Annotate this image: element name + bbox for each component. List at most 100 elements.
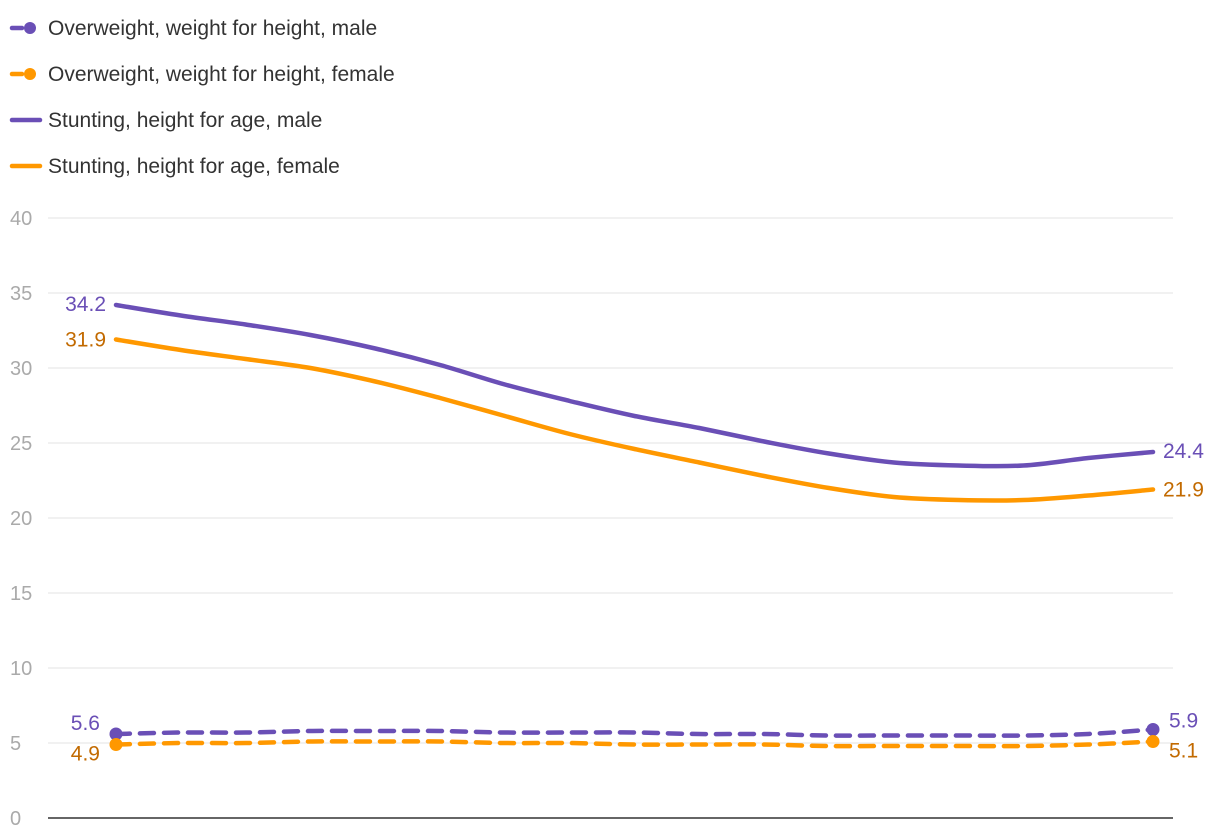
series-line-4 (113, 337, 1156, 503)
legend-item[interactable]: Overweight, weight for height, male (9, 17, 377, 40)
data-point (1085, 493, 1091, 499)
data-point (696, 742, 702, 748)
data-point (956, 497, 962, 503)
data-point (826, 733, 832, 739)
data-point (696, 425, 702, 431)
data-point (891, 494, 897, 500)
y-tick-label: 35 (10, 283, 32, 305)
data-point (1085, 455, 1091, 461)
y-tick-label: 25 (10, 433, 32, 455)
y-tick-label: 40 (10, 208, 32, 230)
data-point (178, 730, 184, 736)
data-point (761, 742, 767, 748)
data-point (307, 365, 313, 371)
data-point (567, 730, 573, 736)
data-point (1020, 497, 1026, 503)
data-point (567, 431, 573, 437)
data-label: 4.9 (71, 743, 100, 766)
data-point (502, 730, 508, 736)
data-label: 21.9 (1163, 479, 1204, 502)
legend: Overweight, weight for height, male Overw… (9, 17, 395, 178)
endpoint-marker (109, 727, 123, 741)
data-point (437, 362, 443, 368)
y-axis: 0 5 10 15 20 25 30 35 40 (10, 208, 32, 828)
data-point (956, 463, 962, 469)
data-point (1020, 743, 1026, 749)
legend-label: Overweight, weight for height, female (48, 63, 395, 86)
endpoint-marker (1146, 735, 1160, 748)
data-point (113, 337, 119, 343)
data-point (307, 739, 313, 745)
legend-item[interactable]: Overweight, weight for height, female (9, 63, 395, 86)
data-point (696, 731, 702, 737)
data-point (891, 733, 897, 739)
data-point (502, 413, 508, 419)
data-point (761, 731, 767, 737)
data-point (567, 740, 573, 746)
legend-item[interactable]: Stunting, height for age, female (9, 155, 340, 178)
data-point (372, 739, 378, 745)
data-label: 5.9 (1169, 710, 1198, 733)
data-point (761, 473, 767, 479)
grid (48, 217, 1173, 819)
legend-marker (24, 22, 36, 34)
data-point (372, 728, 378, 734)
data-point (1150, 449, 1156, 455)
data-point (956, 733, 962, 739)
legend-label: Stunting, height for age, male (48, 109, 322, 132)
data-point (243, 740, 249, 746)
data-point (502, 740, 508, 746)
series-layer (109, 302, 1160, 751)
data-point (632, 730, 638, 736)
data-point (178, 740, 184, 746)
legend-marker (24, 68, 36, 80)
data-point (307, 332, 313, 338)
data-point (437, 395, 443, 401)
data-point (1020, 733, 1026, 739)
data-point (243, 730, 249, 736)
series-line-1 (113, 727, 1156, 738)
data-point (437, 739, 443, 745)
y-tick-label: 20 (10, 508, 32, 530)
data-label: 24.4 (1163, 440, 1204, 463)
data-point (243, 356, 249, 362)
data-label: 31.9 (65, 329, 106, 352)
legend-item[interactable]: Stunting, height for age, male (9, 109, 322, 132)
endpoint-marker (1146, 723, 1160, 736)
data-point (178, 347, 184, 353)
data-point (1085, 731, 1091, 737)
data-point (826, 485, 832, 491)
data-point (307, 728, 313, 734)
y-tick-label: 30 (10, 358, 32, 380)
endpoint-marker (109, 738, 123, 751)
y-tick-label: 15 (10, 583, 32, 605)
data-point (761, 439, 767, 445)
data-point (1150, 487, 1156, 493)
y-tick-label: 0 (10, 808, 21, 828)
data-point (891, 460, 897, 466)
data-point (372, 346, 378, 352)
data-point (956, 743, 962, 749)
data-point (178, 313, 184, 319)
data-point (632, 446, 638, 452)
legend-label: Stunting, height for age, female (48, 155, 340, 178)
data-label: 5.6 (71, 712, 100, 735)
data-point (632, 413, 638, 419)
series-line-3 (113, 302, 1156, 469)
data-point (567, 398, 573, 404)
data-point (891, 743, 897, 749)
data-label: 34.2 (65, 293, 106, 316)
data-point (632, 742, 638, 748)
data-point (826, 743, 832, 749)
y-tick-label: 10 (10, 658, 32, 680)
series-line-2 (113, 739, 1156, 749)
data-point (437, 728, 443, 734)
data-point (696, 460, 702, 466)
data-label: 5.1 (1169, 740, 1198, 763)
data-point (113, 302, 119, 308)
data-point (243, 322, 249, 328)
legend-label: Overweight, weight for height, male (48, 17, 377, 40)
data-point (1020, 463, 1026, 469)
data-point (826, 451, 832, 457)
